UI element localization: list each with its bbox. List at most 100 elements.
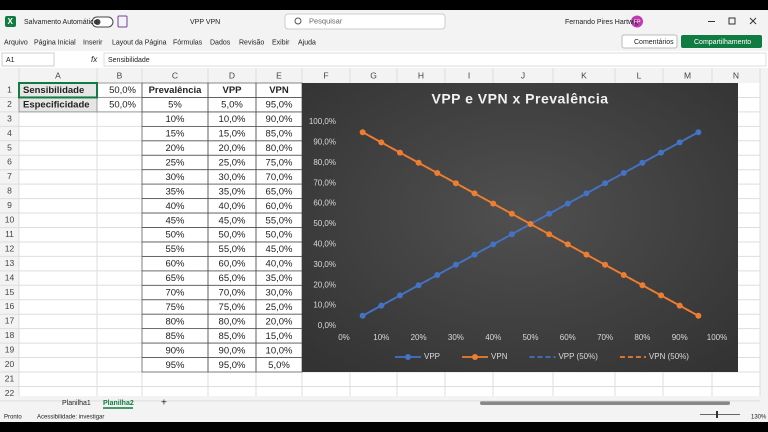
save-icon[interactable] (117, 15, 128, 28)
maximize[interactable] (728, 17, 736, 25)
data-point (658, 149, 665, 156)
menu-tab[interactable]: Fórmulas (173, 39, 203, 46)
add-sheet[interactable]: + (161, 398, 167, 409)
x-tick-label: 80% (634, 333, 650, 342)
menu-tab[interactable]: Revisão (239, 39, 264, 46)
y-tick-label: 70,0% (313, 178, 336, 187)
search-placeholder: Pesquisar (309, 16, 343, 25)
avatar[interactable] (631, 15, 643, 28)
table-value: 90% (165, 345, 185, 356)
legend-label: VPN (491, 352, 508, 361)
data-point (676, 302, 683, 309)
status-accessibility: Acessibilidade: investigar (37, 415, 104, 421)
chart: VPP e VPN x Prevalência 0,0% 10,0% 20,0% 30,… (302, 83, 738, 372)
column-header: L (637, 70, 642, 80)
legend-label: VPP (424, 352, 440, 361)
share-button[interactable] (681, 35, 762, 48)
sheet-tab[interactable]: Planilha2 (103, 400, 134, 407)
row-header: 18 (5, 330, 15, 340)
table-value: 65,0% (219, 273, 246, 284)
name-box-value: A1 (6, 57, 15, 64)
table-value: 50,0% (266, 230, 293, 241)
column-header: E (276, 70, 282, 80)
x-tick-label: 90% (672, 333, 688, 342)
comments-label[interactable]: Comentários (634, 39, 674, 46)
table-value: 30,0% (266, 288, 293, 299)
column-header: C (172, 70, 178, 80)
search-box[interactable] (284, 13, 446, 30)
table-value: 25% (165, 157, 185, 168)
table-value: 10% (165, 114, 185, 125)
table-value: 25,0% (219, 157, 246, 168)
minimize[interactable] (708, 21, 715, 22)
table-value: 55% (165, 244, 185, 255)
legend-label: VPP (50%) (558, 352, 598, 361)
menu-tab[interactable]: Ajuda (298, 39, 316, 46)
menu-tab[interactable]: Exibir (272, 39, 290, 46)
data-point (434, 170, 441, 176)
data-point (564, 241, 571, 248)
menu-tab[interactable]: Inserir (83, 39, 103, 46)
data-point (471, 190, 478, 197)
data-point (452, 180, 459, 187)
table-value: 40,0% (266, 259, 293, 270)
ribbon-tabs (0, 33, 768, 51)
formula-input[interactable] (103, 52, 767, 67)
row-header: 10 (5, 215, 15, 225)
share-label[interactable]: Compartilhamento (694, 39, 751, 46)
y-tick-label: 90,0% (313, 138, 336, 147)
menu-tab[interactable]: Dados (210, 39, 231, 46)
data-point (471, 251, 478, 258)
input-value: 50,0% (109, 85, 136, 96)
legend-label: VPN (50%) (649, 352, 689, 361)
column-header: D (229, 70, 235, 80)
status-ready: Pronto (4, 415, 22, 421)
table-value: 95% (165, 360, 185, 371)
y-tick-label: 50,0% (313, 219, 336, 228)
table-value: 85,0% (219, 331, 246, 342)
x-tick-label: 70% (597, 333, 613, 342)
toggle-knob (94, 19, 101, 25)
table-value: 45,0% (266, 244, 293, 255)
data-point (676, 139, 683, 146)
table-value: 5,0% (268, 360, 290, 371)
row-header: 17 (5, 316, 15, 326)
data-point (378, 302, 385, 309)
data-point (546, 210, 553, 217)
table-value: 55,0% (219, 244, 246, 255)
column-header: F (323, 70, 328, 80)
menu-tab[interactable]: Página Inicial (34, 39, 76, 46)
data-point (396, 149, 403, 156)
horizontal-scrollbar[interactable] (480, 401, 730, 405)
table-value: 80% (165, 316, 185, 327)
table-header: VPP (222, 85, 242, 96)
user-initials: FP (633, 19, 640, 25)
row-header: 21 (5, 373, 15, 383)
zoom-slider[interactable] (700, 414, 740, 415)
table-value: 45% (165, 215, 185, 226)
y-tick-label: 80,0% (313, 158, 336, 167)
column-header: B (117, 70, 123, 80)
user-name: Fernando Pires Hartwig (565, 19, 639, 26)
table-value: 30,0% (219, 172, 246, 183)
table-value: 60,0% (219, 259, 246, 270)
data-point (378, 139, 385, 146)
table-value: 70,0% (219, 288, 246, 299)
menu-tab[interactable]: Layout da Página (112, 39, 167, 46)
row-header: 15 (5, 287, 15, 297)
row-header: 9 (7, 200, 12, 210)
data-point (546, 231, 553, 238)
menu-tab[interactable]: Arquivo (4, 39, 28, 46)
x-tick-label: 100% (707, 333, 727, 342)
zoom-thumb[interactable] (716, 411, 718, 418)
close[interactable] (749, 17, 757, 25)
comments-button[interactable] (621, 34, 678, 49)
x-tick-label: 60% (560, 333, 576, 342)
row-header: 4 (7, 128, 12, 138)
data-point (452, 261, 459, 268)
vertical-scrollbar[interactable] (760, 83, 768, 396)
name-box[interactable] (1, 52, 55, 67)
row-header: 3 (7, 113, 12, 123)
sheet-tab[interactable]: Planilha1 (62, 400, 91, 407)
column-header: J (521, 70, 525, 80)
